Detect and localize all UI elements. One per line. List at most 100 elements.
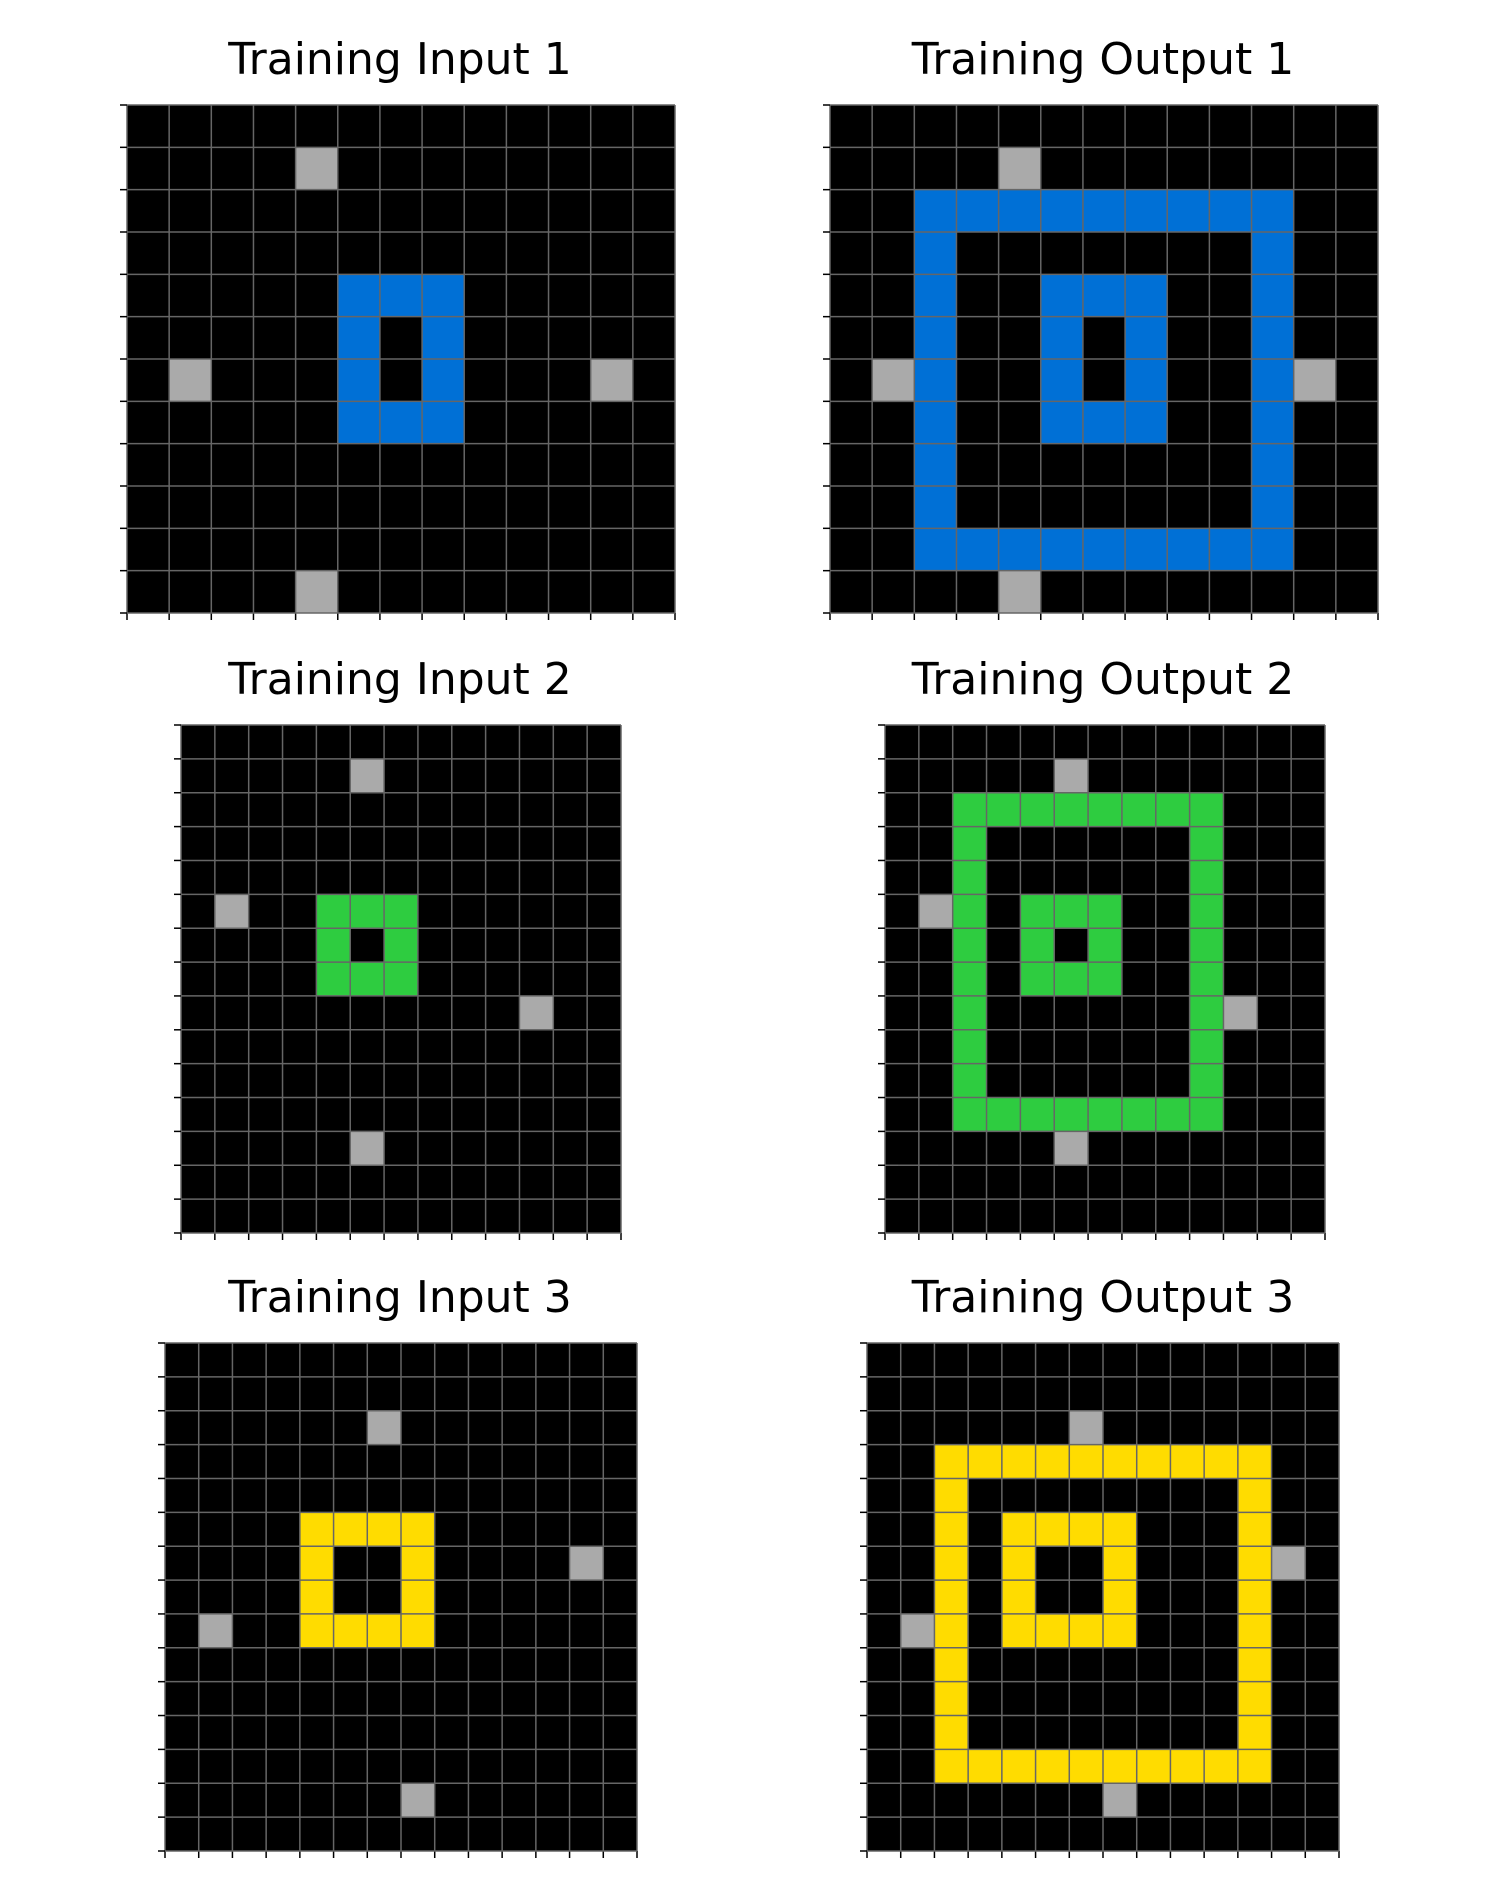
grid-cell-green [1020,894,1055,929]
grid-cell-yellow [367,1613,401,1648]
grid-cell-green [1020,928,1055,963]
grid-cell-blue [1251,401,1294,444]
grid-cell-yellow [401,1613,435,1648]
grid-training-input-2 [174,724,622,1240]
grid-cell-green [350,894,385,929]
grid-cell-gray [1293,359,1336,402]
grid-cell-yellow [1237,1478,1272,1513]
grid-cell-gray [1103,1783,1137,1818]
panel-training-input-1: Training Input 1 [0,0,800,630]
grid-cell-blue [1125,316,1168,359]
grid-cell-blue [1040,189,1083,232]
grid-cell-blue [1251,274,1294,317]
grid-cell-green [952,928,987,963]
grid-cell-blue [1040,359,1083,402]
grid-cell-yellow [401,1580,435,1614]
grid-cell-blue [1251,359,1294,402]
grid-cell-yellow [401,1512,435,1547]
grid-cell-blue [1082,528,1126,571]
grid-cell-green [986,792,1021,827]
grid-cell-gray [401,1783,435,1818]
grid-cell-green [952,995,987,1030]
grid-cell-green [952,860,987,895]
grid-cell-yellow [1035,1444,1070,1479]
grid-cell-green [350,962,385,996]
grid-cell-blue [1251,486,1294,529]
grid-cell-yellow [299,1613,334,1648]
panel-title: Training Output 3 [911,1272,1295,1323]
panel-training-input-3: Training Input 3 [158,1272,638,1858]
grid-cell-blue [422,274,465,317]
grid-cell-green [952,962,987,996]
grid-cell-green [316,894,351,929]
grid-cell-blue [1209,528,1252,571]
grid-cell-yellow [934,1546,969,1581]
grid-cell-gray [1054,1131,1089,1166]
grid-cell-green [952,1029,987,1064]
grid-cell-gray [590,359,633,402]
grid-cell-green [1189,995,1224,1030]
grid-cell-gray [1054,758,1089,793]
grid-cell-blue [337,316,380,359]
grid-cell-blue [1251,232,1294,275]
grid-cell-green [1054,894,1089,929]
grid-cell-green [1189,860,1224,895]
grid-cell-green [1088,928,1122,963]
grid-cell-green [986,1097,1021,1132]
grid-cell-green [1189,792,1224,827]
grid-cell-gray [1271,1546,1306,1581]
grid-cell-gray [350,758,385,793]
grid-cell-yellow [968,1749,1002,1784]
grid-cell-blue [1125,401,1168,444]
grid-cell-yellow [1001,1613,1036,1648]
grid-cell-green [1155,792,1190,827]
grid-cell-blue [379,274,423,317]
grid-cell-yellow [934,1647,969,1682]
grid-cell-yellow [1237,1681,1272,1716]
grid-cell-yellow [1069,1749,1103,1784]
grid-cell-yellow [1237,1647,1272,1682]
grid-cell-gray [519,995,554,1030]
grid-cell-yellow [1237,1749,1272,1784]
grid-cell-yellow [934,1613,969,1648]
grid-training-input-1 [120,104,676,620]
grid-cell-gray [367,1410,401,1445]
grid-cell-blue [337,401,380,444]
grid-cell-blue [1125,528,1168,571]
grid-cell-gray [1069,1410,1103,1445]
grid-cell-green [952,792,987,827]
grid-cell-yellow [1035,1749,1070,1784]
grid-cell-yellow [934,1512,969,1547]
grid-cell-yellow [1103,1512,1137,1547]
grid-cell-green [1189,894,1224,929]
grid-cell-blue [1040,316,1083,359]
panel-title: Training Output 1 [911,34,1295,85]
grid-cell-yellow [934,1444,969,1479]
grid-cell-green [1088,1097,1122,1132]
grid-cell-blue [1251,316,1294,359]
grid-cell-yellow [1204,1749,1238,1784]
grid-cell-green [1020,962,1055,996]
grid-cell-green [1189,1029,1224,1064]
grid-cell-blue [914,232,957,275]
grid-cell-yellow [1103,1613,1137,1648]
panel-training-input-2: Training Input 2 [0,0,800,1260]
grid-cell-yellow [1103,1444,1137,1479]
grid-cell-blue [914,528,957,571]
grid-cell-yellow [1001,1512,1036,1547]
grid-cell-blue [1040,401,1083,444]
grid-cell-yellow [1069,1512,1103,1547]
grid-cell-blue [422,359,465,402]
grid-cell-yellow [1204,1444,1238,1479]
grid-cell-gray [1223,995,1258,1030]
panel-training-output-1: Training Output 1 [0,0,1500,630]
grid-cell-green [384,962,418,996]
grid-cell-blue [337,359,380,402]
grid-cell-green [1088,894,1122,929]
grid-cell-blue [1125,274,1168,317]
grid-cell-gray [569,1546,604,1581]
grid-cell-yellow [968,1444,1002,1479]
grid-cell-yellow [1237,1444,1272,1479]
grid-cell-green [316,962,351,996]
